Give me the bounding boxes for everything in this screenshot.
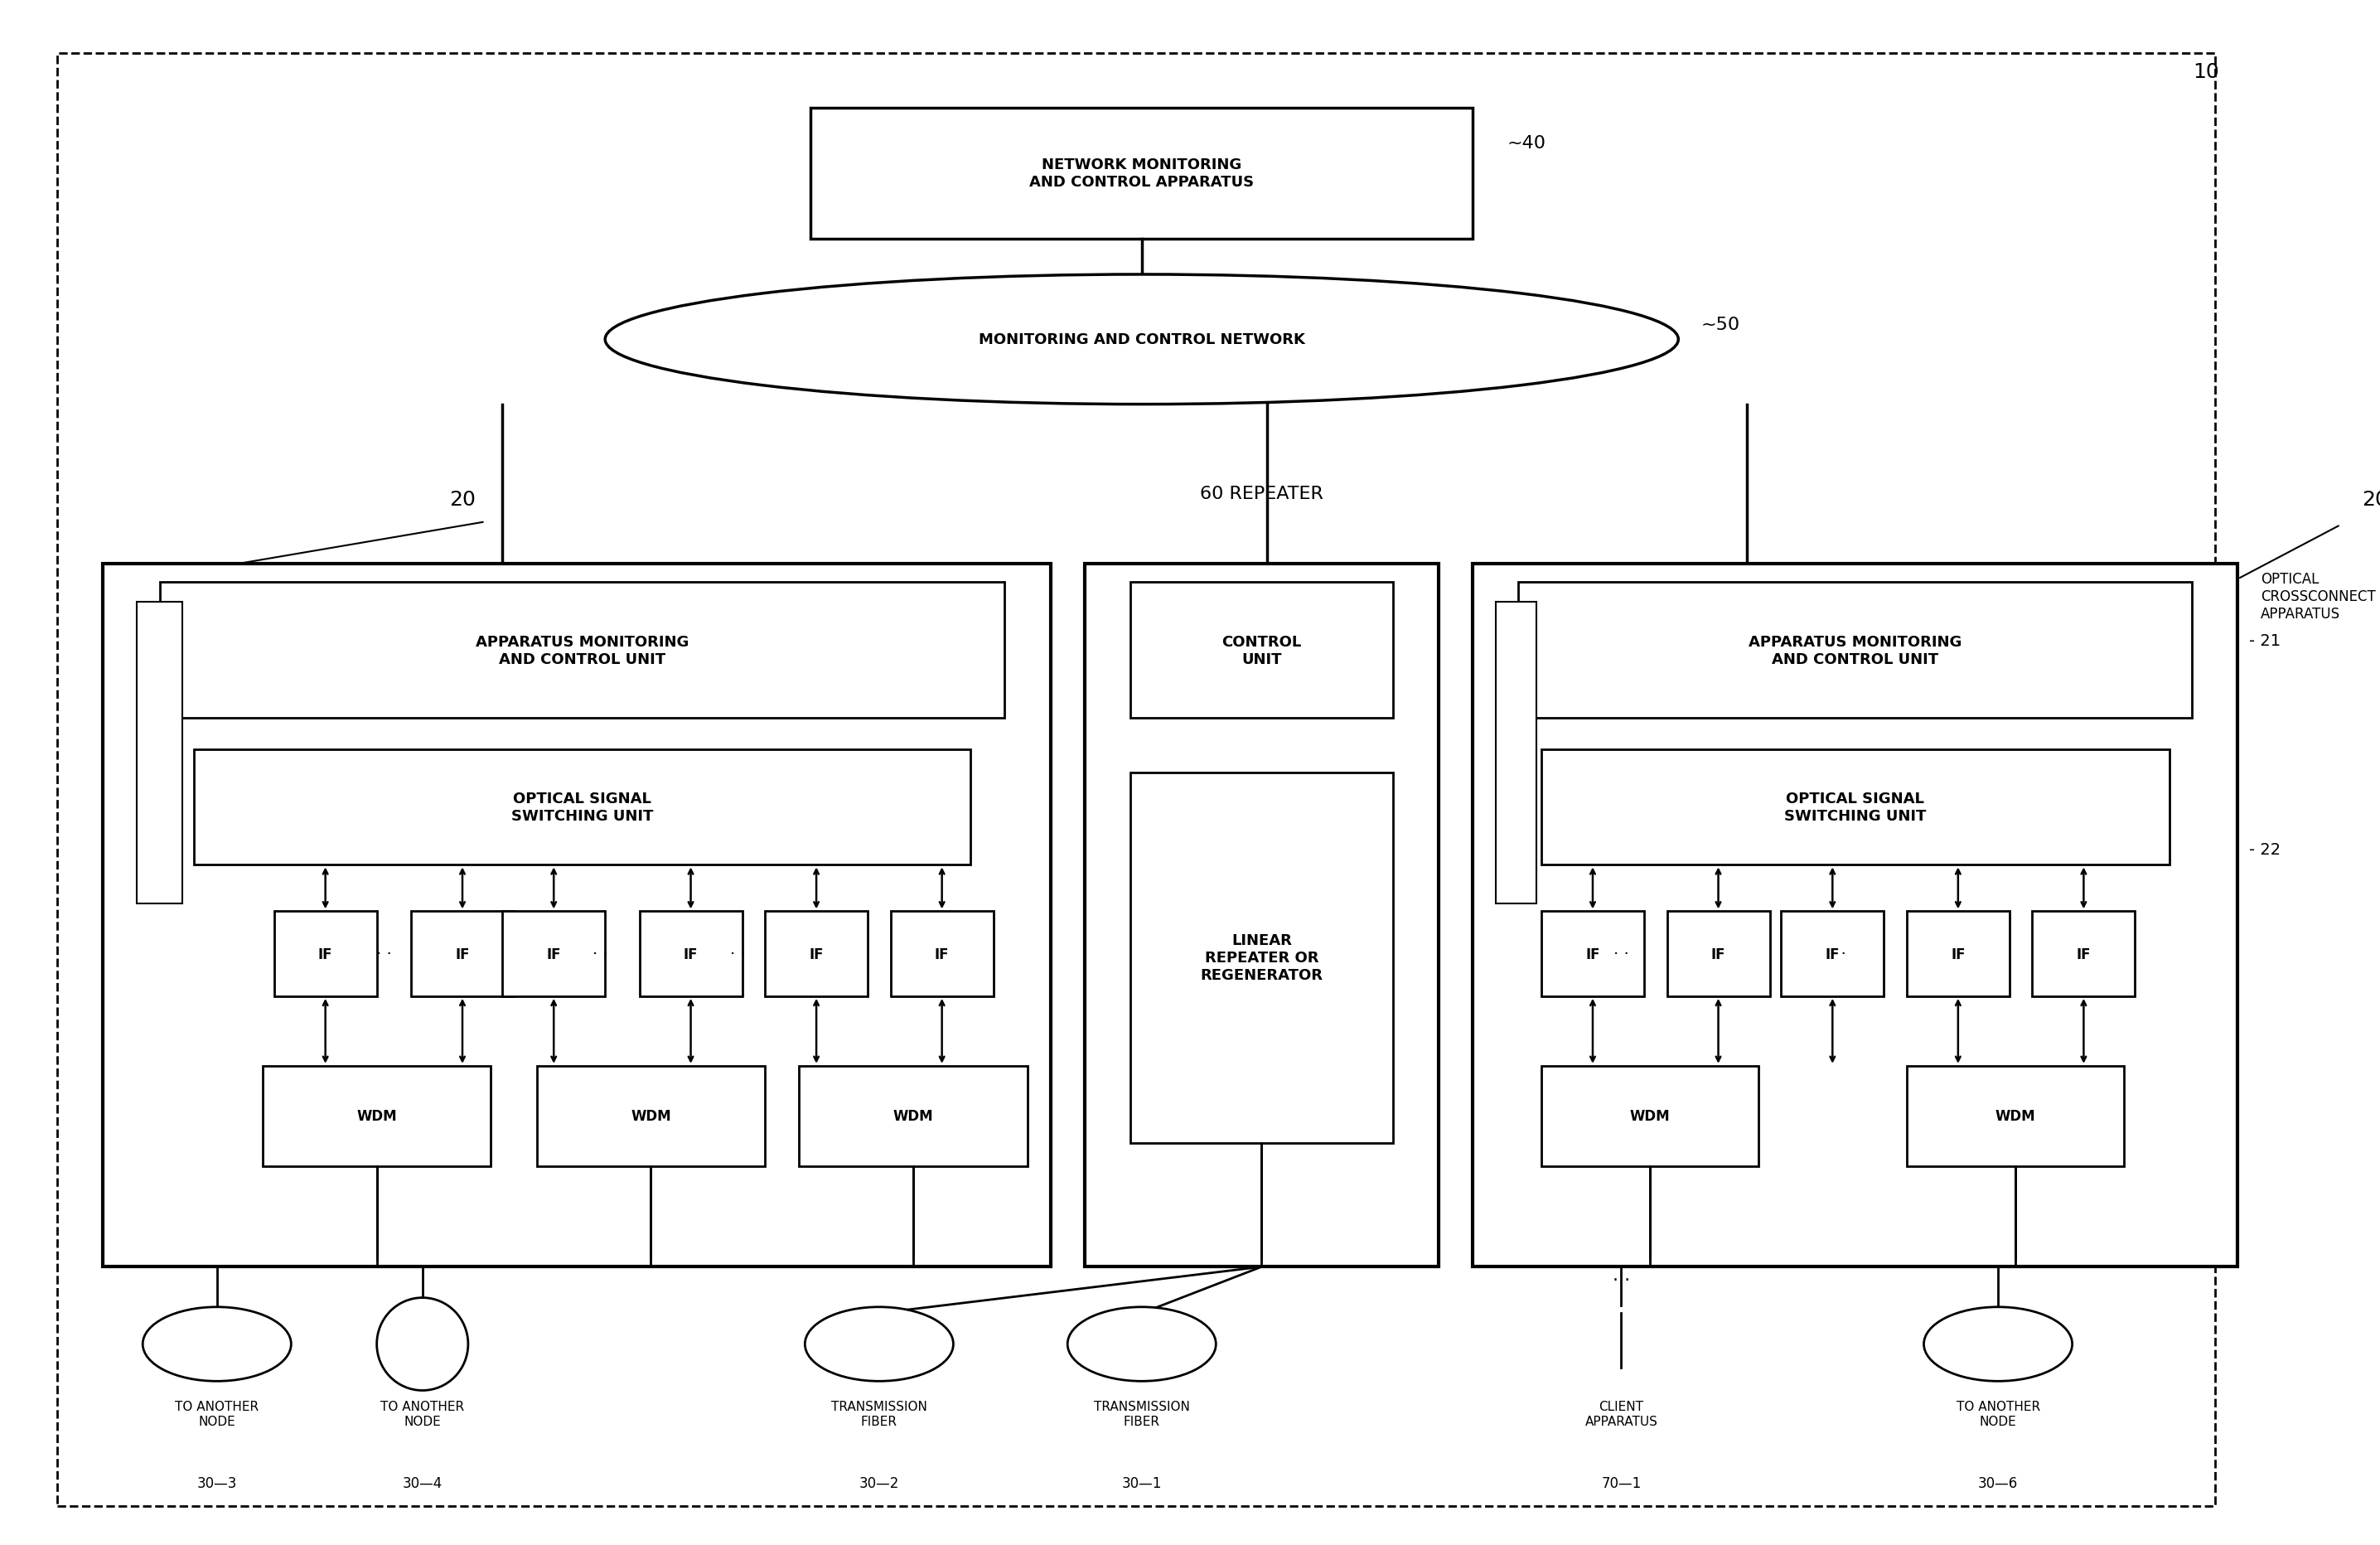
- Text: IF: IF: [547, 947, 562, 961]
- Bar: [412, 912, 514, 997]
- Text: IF: IF: [683, 947, 697, 961]
- Text: WDM: WDM: [1630, 1109, 1671, 1123]
- Text: WDM: WDM: [1994, 1109, 2035, 1123]
- Text: ~40: ~40: [1507, 134, 1547, 151]
- Text: IF: IF: [935, 947, 950, 961]
- Text: - 22: - 22: [2249, 842, 2280, 857]
- Bar: [1518, 582, 2192, 718]
- Bar: [138, 603, 183, 904]
- Text: 60 REPEATER: 60 REPEATER: [1200, 485, 1323, 502]
- Bar: [1085, 564, 1438, 1267]
- Text: OPTICAL SIGNAL
SWITCHING UNIT: OPTICAL SIGNAL SWITCHING UNIT: [1785, 791, 1925, 823]
- Bar: [800, 1066, 1028, 1166]
- Text: - 21: - 21: [2249, 633, 2280, 649]
- Text: MONITORING AND CONTROL NETWORK: MONITORING AND CONTROL NETWORK: [978, 332, 1304, 348]
- Text: IF: IF: [319, 947, 333, 961]
- Bar: [262, 1066, 490, 1166]
- Bar: [1542, 1066, 1759, 1166]
- Text: IF: IF: [1825, 947, 1840, 961]
- Text: · ·: · ·: [376, 946, 390, 963]
- Text: . .: . .: [1614, 1267, 1630, 1282]
- Bar: [159, 582, 1004, 718]
- Bar: [1130, 582, 1392, 718]
- Text: · ·: · ·: [593, 946, 609, 963]
- Bar: [1666, 912, 1771, 997]
- Text: TO ANOTHER
NODE: TO ANOTHER NODE: [381, 1400, 464, 1428]
- Ellipse shape: [1923, 1307, 2073, 1381]
- Text: IF: IF: [1585, 947, 1599, 961]
- Bar: [812, 108, 1473, 239]
- Text: 10: 10: [2194, 62, 2221, 82]
- Bar: [1542, 749, 2168, 865]
- Text: 20: 20: [2361, 490, 2380, 510]
- Text: 30—4: 30—4: [402, 1475, 443, 1491]
- Text: 30—3: 30—3: [198, 1475, 238, 1491]
- Text: OPTICAL SIGNAL
SWITCHING UNIT: OPTICAL SIGNAL SWITCHING UNIT: [512, 791, 652, 823]
- Bar: [274, 912, 376, 997]
- Text: WDM: WDM: [357, 1109, 397, 1123]
- Bar: [1780, 912, 1885, 997]
- Bar: [502, 912, 605, 997]
- Text: · ·: · ·: [1830, 946, 1847, 963]
- Bar: [102, 564, 1050, 1267]
- Text: WDM: WDM: [892, 1109, 933, 1123]
- Bar: [890, 912, 992, 997]
- Text: APPARATUS MONITORING
AND CONTROL UNIT: APPARATUS MONITORING AND CONTROL UNIT: [1749, 635, 1961, 666]
- Text: TO ANOTHER
NODE: TO ANOTHER NODE: [176, 1400, 259, 1428]
- Text: 30—6: 30—6: [1978, 1475, 2018, 1491]
- Text: CONTROL
UNIT: CONTROL UNIT: [1221, 635, 1302, 666]
- Text: NETWORK MONITORING
AND CONTROL APPARATUS: NETWORK MONITORING AND CONTROL APPARATUS: [1031, 158, 1254, 190]
- Text: 30—1: 30—1: [1121, 1475, 1161, 1491]
- Text: · ·: · ·: [1614, 946, 1628, 963]
- Ellipse shape: [143, 1307, 290, 1381]
- Text: IF: IF: [1952, 947, 1966, 961]
- Text: WDM: WDM: [631, 1109, 671, 1123]
- Ellipse shape: [605, 275, 1678, 405]
- Bar: [764, 912, 869, 997]
- Text: TRANSMISSION
FIBER: TRANSMISSION FIBER: [1095, 1400, 1190, 1428]
- Bar: [1542, 912, 1645, 997]
- Bar: [536, 1066, 764, 1166]
- Bar: [1130, 772, 1392, 1143]
- Text: · ·: · ·: [731, 946, 745, 963]
- Bar: [1906, 1066, 2123, 1166]
- Text: ~50: ~50: [1702, 317, 1740, 332]
- Text: 70—1: 70—1: [1602, 1475, 1642, 1491]
- Bar: [640, 912, 743, 997]
- Text: IF: IF: [1711, 947, 1726, 961]
- Bar: [1495, 603, 1537, 904]
- Bar: [2033, 912, 2135, 997]
- Text: IF: IF: [455, 947, 469, 961]
- Bar: [1473, 564, 2237, 1267]
- Ellipse shape: [376, 1298, 469, 1391]
- Text: IF: IF: [2075, 947, 2092, 961]
- Text: TO ANOTHER
NODE: TO ANOTHER NODE: [1956, 1400, 2040, 1428]
- Text: LINEAR
REPEATER OR
REGENERATOR: LINEAR REPEATER OR REGENERATOR: [1200, 933, 1323, 983]
- Text: APPARATUS MONITORING
AND CONTROL UNIT: APPARATUS MONITORING AND CONTROL UNIT: [476, 635, 688, 666]
- Text: 20: 20: [450, 490, 476, 510]
- Ellipse shape: [804, 1307, 954, 1381]
- Text: IF: IF: [809, 947, 823, 961]
- Bar: [1906, 912, 2009, 997]
- Text: TRANSMISSION
FIBER: TRANSMISSION FIBER: [831, 1400, 928, 1428]
- Bar: [195, 749, 971, 865]
- Text: CLIENT
APPARATUS: CLIENT APPARATUS: [1585, 1400, 1659, 1428]
- Text: 30—2: 30—2: [859, 1475, 900, 1491]
- Ellipse shape: [1069, 1307, 1216, 1381]
- Text: OPTICAL
CROSSCONNECT
APPARATUS: OPTICAL CROSSCONNECT APPARATUS: [2261, 572, 2375, 621]
